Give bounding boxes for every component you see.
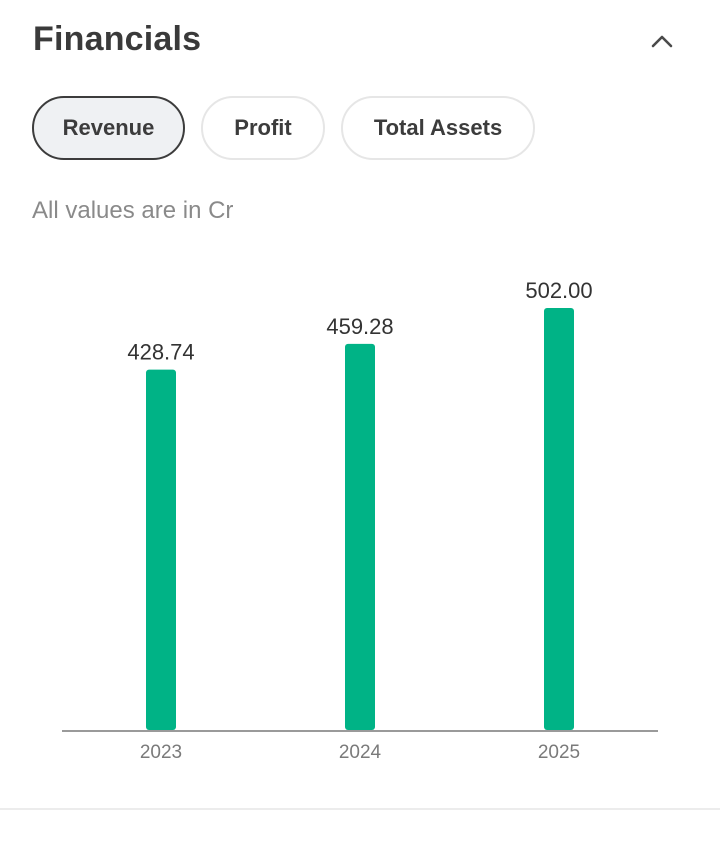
value-label-2023: 428.74 [127,340,194,365]
tab-profit[interactable]: Profit [201,96,325,160]
chevron-up-icon [651,35,673,48]
bar-2023[interactable] [146,369,176,730]
x-tick-2025: 2025 [538,742,580,763]
bar-2024[interactable] [345,343,375,730]
value-label-2024: 459.28 [326,314,393,339]
bar-chart: 428.74 2023 459.28 2024 502.00 2025 [62,278,658,763]
x-tick-2024: 2024 [339,742,382,763]
revenue-chart: 428.74 2023 459.28 2024 502.00 2025 [0,240,720,780]
value-label-2025: 502.00 [525,278,592,303]
collapse-button[interactable] [644,24,680,60]
units-note: All values are in Cr [32,197,234,224]
section-divider [0,808,720,810]
bar-2025[interactable] [544,308,574,730]
tab-revenue[interactable]: Revenue [32,96,185,160]
x-tick-2023: 2023 [140,742,182,763]
section-header: Financials [0,0,720,84]
tab-total-assets[interactable]: Total Assets [341,96,535,160]
metric-tabs: Revenue Profit Total Assets [32,96,535,160]
section-title: Financials [33,20,202,58]
